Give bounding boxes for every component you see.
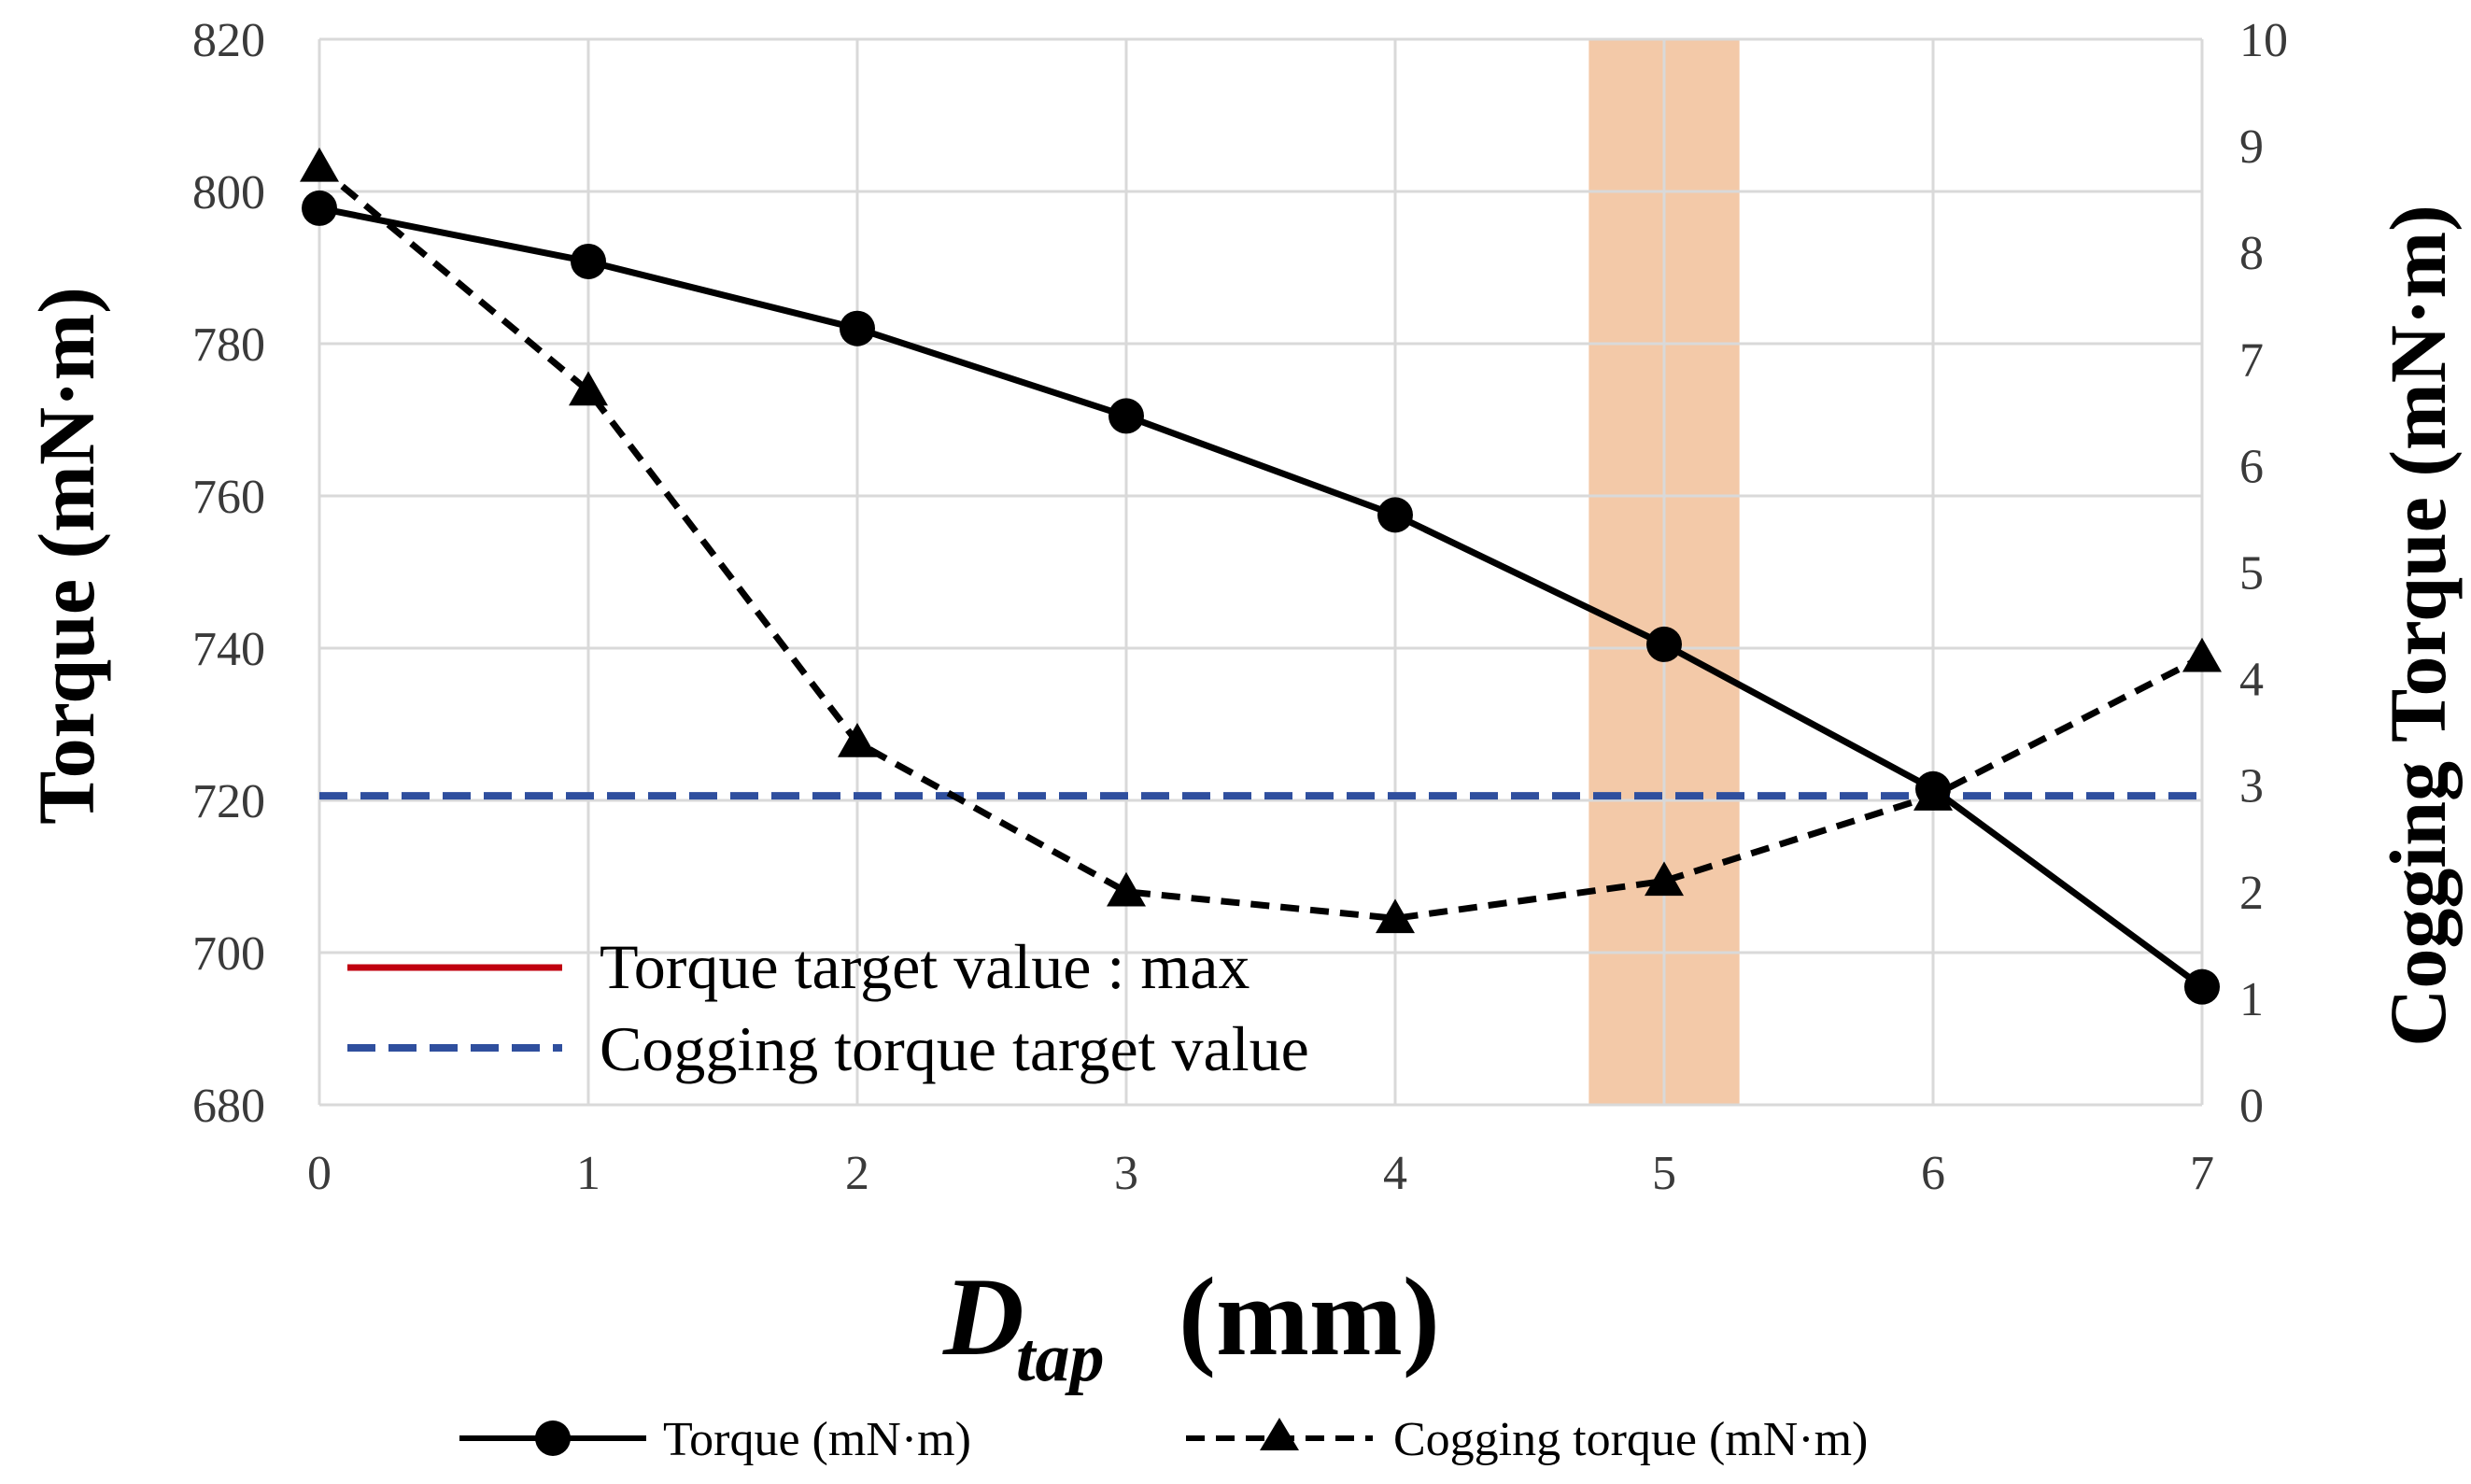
x-tick-label: 6 [1921,1147,1945,1200]
y-tick-label: 720 [192,775,265,828]
y-tick-label: 780 [192,318,265,372]
y2-tick-label: 6 [2239,440,2264,493]
y2-tick-label: 4 [2239,654,2264,707]
y2-tick-label: 0 [2239,1080,2264,1133]
cogging-target-legend-label: Cogging torque target value [600,1013,1309,1084]
bottom-legend: Torque (mN·m) Cogging torque (mN·m) [459,1413,1868,1466]
y-tick-label: 740 [192,623,265,676]
cogging-data-point [569,371,608,406]
y-tick-label: 800 [192,166,265,219]
x-tick-label: 0 [307,1147,332,1200]
y2-tick-label: 2 [2239,867,2264,920]
cogging-data-point [300,147,339,182]
inner-legend: Torque target value : max Cogging torque… [347,931,1309,1084]
y-tick-label: 700 [192,927,265,981]
cogging-data-point [1913,776,1953,811]
x-axis-title-main: D [942,1254,1024,1378]
cogging-legend-label: Cogging torque (mN·m) [1393,1413,1868,1466]
cogging-data-point [1107,871,1146,907]
series-layer [300,147,2222,1005]
x-tick-label: 5 [1652,1147,1676,1200]
x-tick-label: 7 [2190,1147,2214,1200]
x-tick-label: 1 [576,1147,600,1200]
x-tick-label: 4 [1383,1147,1407,1200]
y2-tick-label: 8 [2239,227,2264,280]
torque-data-point [1377,497,1413,533]
x-axis-title: D tap (mm) [942,1254,1440,1396]
cogging-data-point [1376,898,1415,934]
x-tick-label: 2 [845,1147,869,1200]
y-tick-label: 760 [192,471,265,524]
tick-label-layer: 680 700 720 740 760 780 800 820 0 1 2 3 4 5 6 7 8 9 10 0 1 2 3… [192,14,2288,1200]
torque-target-legend-label: Torque target value : max [600,931,1250,1002]
torque-data-point [302,190,337,226]
torque-data-point [571,243,606,279]
x-axis-title-subscript: tap [1016,1320,1105,1396]
y2-tick-label: 3 [2239,760,2264,813]
x-tick-label: 3 [1114,1147,1138,1200]
y2-tick-label: 7 [2239,333,2264,387]
y2-tick-label: 9 [2239,120,2264,174]
y-tick-label: 680 [192,1080,265,1133]
cogging-data-point [838,723,877,757]
y2-tick-label: 5 [2239,547,2264,601]
y2-tick-label: 1 [2239,973,2264,1026]
torque-data-point [2184,968,2220,1005]
torque-data-point [840,310,875,346]
torque-legend-label: Torque (mN·m) [663,1413,971,1466]
cogging-data-point [2182,637,2222,672]
y2-axis-title: Cogging Torque (mN·m) [2373,205,2463,1047]
cogging-series-line [317,164,2204,922]
x-axis-title-unit: (mm) [1179,1254,1440,1378]
cogging-data-point [1645,861,1684,897]
torque-data-point [1108,398,1144,434]
torque-series-line [318,205,2205,990]
torque-legend-marker [535,1420,571,1456]
y2-tick-label: 10 [2239,14,2288,67]
torque-data-point [1646,626,1682,662]
cogging-legend-marker [1260,1418,1299,1450]
y-tick-label: 820 [192,14,265,67]
y-axis-title: Torque (mN·m) [21,287,111,825]
